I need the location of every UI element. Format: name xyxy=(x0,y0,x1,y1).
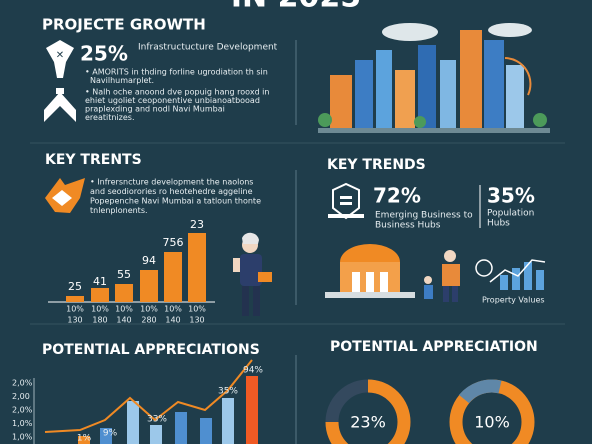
bullet-line: Navilhumarplet. xyxy=(90,76,154,85)
stat: 35% xyxy=(487,184,535,208)
svg-text:✕: ✕ xyxy=(56,50,64,61)
bullet-line: ehiet ugoliet ceoponentive unbianoatbooa… xyxy=(85,96,260,105)
axis-label: 280 xyxy=(141,316,156,325)
stat-label: Emerging Business to xyxy=(375,211,473,221)
bullet-line: ereatitnizes. xyxy=(85,113,134,122)
bar-label: 9% xyxy=(103,429,118,439)
axis-label: 140 xyxy=(116,316,131,325)
bar-label: 55 xyxy=(117,268,131,281)
y-label: 1,0% xyxy=(12,433,33,442)
axis-label: 180 xyxy=(92,316,107,325)
axis-label: 140 xyxy=(165,316,180,325)
donut-label: 23% xyxy=(350,413,386,432)
axis-label: 130 xyxy=(189,316,204,325)
appreciation-chart xyxy=(33,359,258,444)
trend-illustration xyxy=(325,244,546,302)
donuts xyxy=(325,379,535,444)
bar-label: 41 xyxy=(93,275,107,288)
person-figure xyxy=(233,232,272,316)
bar-label: 25 xyxy=(68,280,82,293)
chart-label: Property Values xyxy=(482,296,545,305)
main-title: IN 2025 xyxy=(231,0,361,15)
stat: 72% xyxy=(373,184,421,208)
section-title: POTENTIAL APPRECIATION xyxy=(330,339,538,355)
growth-icons: ✕ xyxy=(44,40,76,122)
bar-label: 33% xyxy=(147,415,167,425)
axis-label: 10% xyxy=(115,305,133,314)
trend-icon xyxy=(45,178,85,213)
section-title: POTENTIAL APPRECIATIONS xyxy=(42,342,260,358)
bar-label: 94 xyxy=(142,254,156,267)
bar-label: 756 xyxy=(163,236,184,249)
city-illustration xyxy=(318,23,550,133)
trend-line: and seodiorories ro heotehedre aggeline xyxy=(90,187,253,196)
section-title: PROJECTE GROWTH xyxy=(42,16,206,34)
section-title: KEY TRENDS xyxy=(327,157,426,173)
stat-label: Infrastructucture Development xyxy=(138,43,278,53)
y-label: 2,0% xyxy=(12,379,33,388)
stat: 25% xyxy=(80,42,128,66)
bullet-line: praplexding and nodl Navi Mumbai xyxy=(85,105,225,114)
section-title: KEY TRENTS xyxy=(45,152,142,168)
axis-label: 10% xyxy=(140,305,158,314)
axis-label: 130 xyxy=(67,316,82,325)
bullet-line: • AMORITS in thding forline ugrodiation … xyxy=(85,68,268,77)
donut-label: 10% xyxy=(474,413,510,432)
stat-label: Business Hubs xyxy=(375,221,441,231)
bar-label: 35% xyxy=(218,387,238,397)
trend-line: • Infrersncture development the naolons xyxy=(90,178,253,187)
axis-label: 10% xyxy=(188,305,206,314)
y-label: 1,0% xyxy=(12,419,33,428)
stat-label: Population xyxy=(487,209,534,219)
bar-label: 1% xyxy=(77,434,92,444)
bar-label: 23 xyxy=(190,218,204,231)
bar-label: 94% xyxy=(243,366,263,376)
axis-label: 10% xyxy=(164,305,182,314)
y-label: 2,00 xyxy=(12,392,30,401)
axis-label: 10% xyxy=(91,305,109,314)
trend-line: Popepenche Navi Mumbai a tatloun thonte xyxy=(90,197,261,206)
axis-label: 10% xyxy=(66,305,84,314)
y-label: 2,0% xyxy=(12,406,33,415)
bars xyxy=(66,233,206,302)
badge-icon xyxy=(328,182,364,220)
bullet-line: • Nalh oche anoond dve popuig hang rooxd… xyxy=(85,88,269,97)
stat-label: Hubs xyxy=(487,219,510,229)
trend-line: tnlenplonents. xyxy=(90,206,148,215)
